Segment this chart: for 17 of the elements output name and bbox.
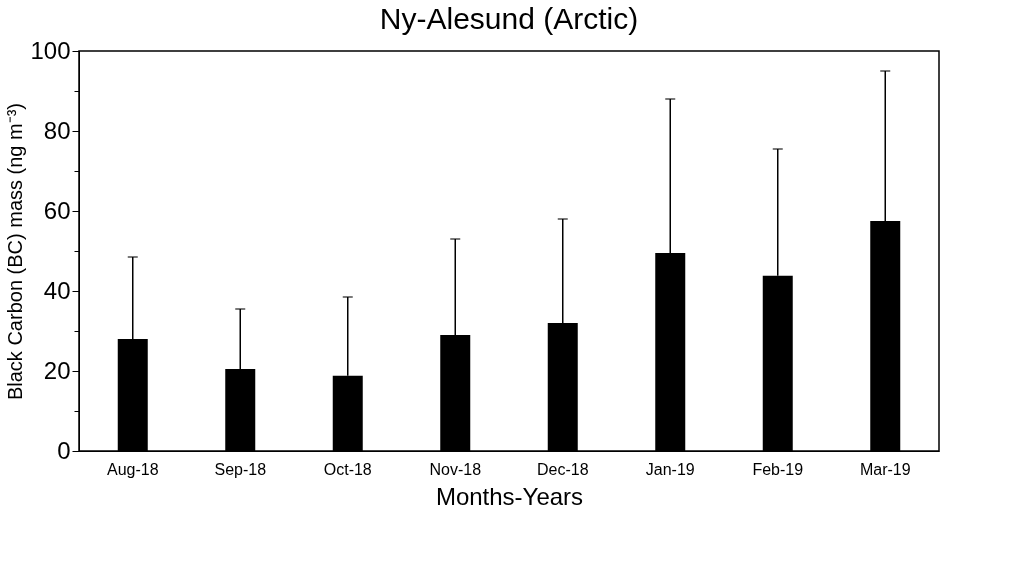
y-tick-label: 0	[57, 436, 71, 464]
x-tick-label: Jan-19	[645, 460, 695, 478]
y-axis-title: Black Carbon (BC) mass (ng m⁻³)	[4, 102, 27, 401]
x-tick-label: Aug-18	[106, 460, 159, 478]
x-tick-label: Nov-18	[429, 460, 482, 478]
chart-title: Ny-Alesund (Arctic)	[379, 2, 639, 35]
x-tick-label: Feb-19	[752, 460, 804, 478]
x-tick-label: Mar-19	[859, 460, 911, 478]
y-tick-label: 80	[43, 116, 71, 144]
y-tick-label: 40	[43, 276, 71, 304]
y-tick-label: 20	[43, 356, 71, 384]
x-tick-label: Dec-18	[536, 460, 589, 478]
y-tick-label: 60	[43, 196, 71, 224]
x-tick-label: Oct-18	[323, 460, 372, 478]
y-tick-label: 100	[30, 36, 71, 64]
x-axis-title: Months-Years	[435, 482, 584, 510]
x-tick-label: Sep-18	[214, 460, 267, 478]
